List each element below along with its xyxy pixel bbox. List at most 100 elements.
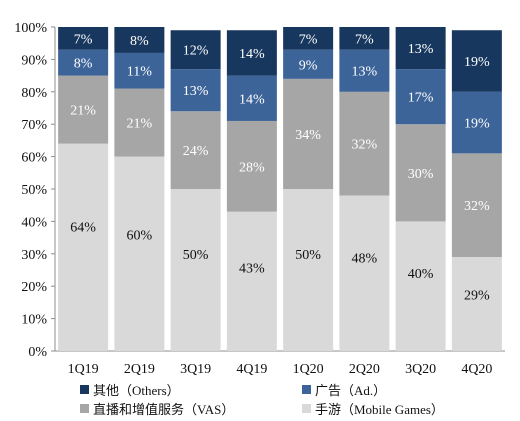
segment-label: 43% bbox=[239, 261, 265, 276]
y-tick-label: 70% bbox=[21, 118, 47, 133]
legend-swatch-vas bbox=[80, 404, 89, 413]
segment-label: 40% bbox=[408, 267, 434, 282]
segment-label: 7% bbox=[299, 32, 318, 47]
x-tick-label: 4Q20 bbox=[461, 362, 492, 377]
y-tick-label: 30% bbox=[21, 248, 47, 263]
bar-segment bbox=[339, 91, 390, 196]
legend-swatch-others bbox=[80, 385, 89, 394]
x-tick-label: 2Q20 bbox=[349, 362, 380, 377]
segment-label: 19% bbox=[464, 55, 490, 70]
bar-segment bbox=[58, 49, 109, 76]
legend-item-others: 其他（Others） bbox=[80, 380, 180, 399]
segment-label: 13% bbox=[352, 65, 378, 80]
x-tick-label: 2Q19 bbox=[124, 362, 155, 377]
bar-segment bbox=[339, 27, 390, 50]
segment-label: 19% bbox=[464, 117, 490, 132]
segment-label: 13% bbox=[408, 42, 434, 57]
segment-label: 13% bbox=[183, 84, 209, 99]
segment-label: 60% bbox=[127, 228, 153, 243]
x-tick-label: 4Q19 bbox=[236, 362, 267, 377]
segment-label: 64% bbox=[70, 221, 96, 236]
segment-label: 29% bbox=[464, 289, 490, 304]
x-tick-label: 1Q19 bbox=[68, 362, 99, 377]
y-tick-label: 20% bbox=[21, 280, 47, 295]
bar-segment bbox=[395, 27, 446, 70]
bar-segment bbox=[395, 124, 446, 222]
bar-segment bbox=[114, 156, 165, 351]
legend: 其他（Others） 广告（Ad.） 直播和增值服务（VAS） 手游（Mobil… bbox=[80, 380, 500, 420]
segment-label: 14% bbox=[239, 92, 265, 107]
y-tick-label: 40% bbox=[21, 215, 47, 230]
segment-label: 34% bbox=[295, 128, 321, 143]
y-tick-label: 0% bbox=[28, 345, 47, 360]
segment-label: 8% bbox=[130, 34, 149, 49]
bar-segment bbox=[283, 49, 334, 79]
bar-segment bbox=[226, 75, 277, 121]
bar-segment bbox=[395, 69, 446, 125]
segment-label: 50% bbox=[295, 248, 321, 263]
bar-segment bbox=[226, 30, 277, 76]
y-tick-label: 60% bbox=[21, 151, 47, 166]
legend-swatch-ad bbox=[302, 385, 311, 394]
segment-label: 17% bbox=[408, 91, 434, 106]
y-tick-label: 50% bbox=[21, 183, 47, 198]
bar-segment bbox=[451, 30, 502, 92]
bar-segment bbox=[451, 153, 502, 258]
bar-segment bbox=[283, 27, 334, 50]
segment-label: 7% bbox=[355, 32, 374, 47]
segment-labels: 64% 21% 8% 7% 60% 21% 11% 8% 50% 24% 13% 12% 43% 28% 1… bbox=[70, 32, 490, 303]
y-tick-label: 10% bbox=[21, 313, 47, 328]
segment-label: 24% bbox=[183, 144, 209, 159]
segment-label: 48% bbox=[352, 252, 378, 267]
legend-swatch-mobile-games bbox=[302, 404, 311, 413]
bar-segment bbox=[170, 30, 221, 70]
legend-label-vas: 直播和增值服务（VAS） bbox=[93, 402, 235, 417]
segment-label: 12% bbox=[183, 44, 209, 59]
bar-segment bbox=[114, 52, 165, 89]
legend-label-others: 其他（Others） bbox=[93, 383, 180, 398]
segment-label: 11% bbox=[127, 65, 152, 80]
segment-label: 8% bbox=[74, 57, 93, 72]
segment-label: 21% bbox=[70, 104, 96, 119]
bar-segment bbox=[226, 120, 277, 212]
segment-label: 30% bbox=[408, 167, 434, 182]
bar-segment bbox=[58, 75, 109, 144]
segment-label: 21% bbox=[127, 117, 153, 132]
x-tick-label: 1Q20 bbox=[293, 362, 324, 377]
segment-label: 7% bbox=[74, 32, 93, 47]
x-tick-label: 3Q20 bbox=[405, 362, 436, 377]
bar-segment bbox=[451, 91, 502, 154]
bar-segment bbox=[58, 27, 109, 50]
segment-label: 32% bbox=[464, 199, 490, 214]
bar-segment bbox=[170, 189, 221, 351]
bars bbox=[58, 27, 502, 351]
segment-label: 28% bbox=[239, 160, 265, 175]
bar-segment bbox=[170, 69, 221, 112]
bar-segment bbox=[283, 78, 334, 189]
bar-segment bbox=[395, 221, 446, 351]
bar-segment bbox=[226, 211, 277, 351]
bar-segment bbox=[58, 143, 109, 351]
bar-segment bbox=[170, 111, 221, 189]
legend-label-ad: 广告（Ad.） bbox=[315, 383, 387, 398]
segment-label: 14% bbox=[239, 47, 265, 62]
bar-segment bbox=[339, 49, 390, 92]
legend-item-vas: 直播和增值服务（VAS） bbox=[80, 399, 234, 418]
bar-segment bbox=[283, 189, 334, 351]
y-tick-label: 100% bbox=[14, 21, 47, 36]
segment-label: 50% bbox=[183, 248, 209, 263]
legend-item-ad: 广告（Ad.） bbox=[302, 380, 386, 399]
y-tick-label: 90% bbox=[21, 53, 47, 68]
bar-segment bbox=[339, 195, 390, 351]
bar-segment bbox=[451, 257, 502, 351]
x-tick-label: 3Q19 bbox=[180, 362, 211, 377]
segment-label: 32% bbox=[352, 138, 378, 153]
y-tick-label: 80% bbox=[21, 86, 47, 101]
segment-label: 9% bbox=[299, 58, 318, 73]
legend-item-mobile-games: 手游（Mobile Games） bbox=[302, 399, 444, 418]
legend-label-mobile-games: 手游（Mobile Games） bbox=[315, 402, 444, 417]
bar-segment bbox=[114, 88, 165, 157]
bar-segment bbox=[114, 27, 165, 53]
tick-labels: 0% 10% 20% 30% 40% 50% 60% 70% 80% 90% 100% 1Q19 2Q1… bbox=[14, 21, 492, 377]
